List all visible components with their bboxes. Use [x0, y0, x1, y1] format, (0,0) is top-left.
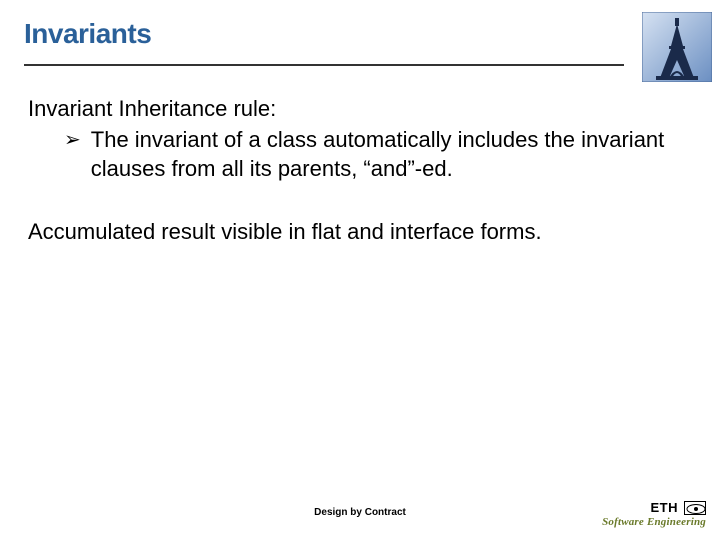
slide: Invariants Invariant Inheritance rule: [0, 0, 720, 540]
eiffel-tower-logo [642, 12, 712, 82]
software-engineering-label: Software Engineering [602, 516, 706, 528]
eth-box-icon [684, 501, 706, 515]
paragraph: Accumulated result visible in flat and i… [28, 217, 680, 246]
chevron-right-icon: ➢ [64, 127, 81, 153]
bullet-item: ➢ The invariant of a class automatically… [64, 125, 680, 183]
rule-heading: Invariant Inheritance rule: [28, 94, 680, 123]
bullet-text: The invariant of a class automatically i… [91, 125, 680, 183]
slide-title: Invariants [24, 18, 720, 50]
eth-logo-block: ETH [602, 500, 706, 515]
eiffel-tower-icon [642, 12, 712, 82]
footer-right: ETH Software Engineering [602, 500, 706, 528]
eth-wordmark: ETH [651, 500, 679, 515]
title-bar: Invariants [0, 0, 720, 50]
content-area: Invariant Inheritance rule: ➢ The invari… [0, 66, 720, 246]
